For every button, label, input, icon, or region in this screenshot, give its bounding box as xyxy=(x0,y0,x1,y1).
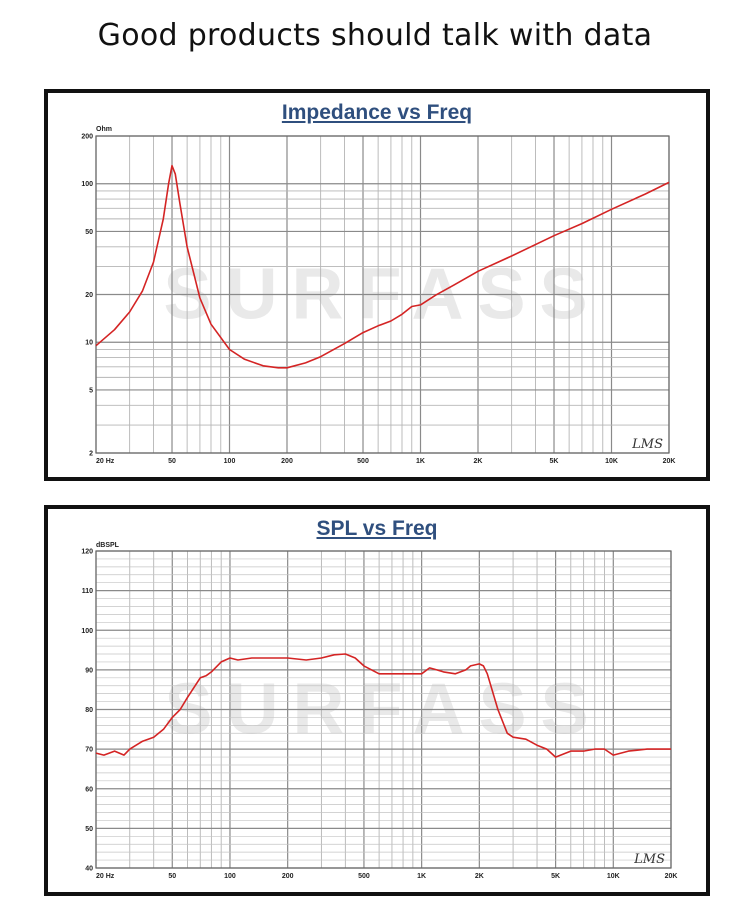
y-tick-label: 100 xyxy=(81,628,93,635)
grid xyxy=(95,550,672,869)
spl-chart-frame: SPL vs Freq dBSPL SURFASS 40 50 60 70 80 90 100… xyxy=(44,505,710,896)
y-tick-label: 2 xyxy=(89,451,93,458)
x-tick-label: 20K xyxy=(665,873,678,880)
y-tick-label: 20 xyxy=(85,292,93,299)
x-tick-label: 500 xyxy=(357,458,369,465)
series-line xyxy=(95,653,671,758)
y-tick-label: 10 xyxy=(85,340,93,347)
x-tick-label: 5K xyxy=(550,458,559,465)
y-tick-label: 100 xyxy=(81,181,93,188)
x-tick-label: 20K xyxy=(663,458,676,465)
y-tick-label: 80 xyxy=(85,707,93,714)
y-tick-label: 90 xyxy=(85,667,93,674)
page-headline: Good products should talk with data xyxy=(97,18,653,53)
y-tick-label: 60 xyxy=(85,786,93,793)
y-tick-label: 70 xyxy=(85,747,93,754)
plot-border xyxy=(95,550,672,869)
x-tick-label: 500 xyxy=(358,873,370,880)
x-tick-label: 10K xyxy=(607,873,620,880)
x-tick-label: 50 xyxy=(168,458,176,465)
x-tick-label: 1K xyxy=(417,873,426,880)
x-tick-label: 200 xyxy=(282,873,294,880)
lms-logo: LMS xyxy=(633,852,665,867)
x-tick-label: 50 xyxy=(168,873,176,880)
y-tick-label: 200 xyxy=(81,134,93,141)
y-tick-label: 50 xyxy=(85,826,93,833)
y-unit-label: dBSPL xyxy=(96,542,119,549)
x-tick-label: 100 xyxy=(224,873,236,880)
y-unit-label: Ohm xyxy=(96,126,112,133)
y-tick-label: 50 xyxy=(85,229,93,236)
chart-title: SPL vs Freq xyxy=(316,517,438,540)
x-tick-label: 200 xyxy=(281,458,293,465)
y-tick-label: 120 xyxy=(81,549,93,556)
y-tick-label: 5 xyxy=(89,387,93,394)
series-line xyxy=(95,164,670,369)
y-tick-label: 110 xyxy=(82,588,93,595)
x-tick-label: 10K xyxy=(605,458,618,465)
impedance-chart-frame: Impedance vs Freq Ohm SURFASS 2 5 10 20 50 100… xyxy=(44,89,710,481)
chart-title: Impedance vs Freq xyxy=(281,101,473,124)
x-tick-label: 2K xyxy=(474,458,483,465)
x-tick-label: 5K xyxy=(551,873,560,880)
x-tick-label: 2K xyxy=(475,873,484,880)
x-tick-label: 20 Hz xyxy=(96,458,115,465)
plot-border xyxy=(95,135,670,454)
x-tick-label: 100 xyxy=(224,458,236,465)
y-tick-label: 40 xyxy=(85,866,93,873)
x-tick-label: 1K xyxy=(416,458,425,465)
lms-logo: LMS xyxy=(631,437,663,452)
grid xyxy=(95,135,670,454)
x-tick-label: 20 Hz xyxy=(96,873,115,880)
